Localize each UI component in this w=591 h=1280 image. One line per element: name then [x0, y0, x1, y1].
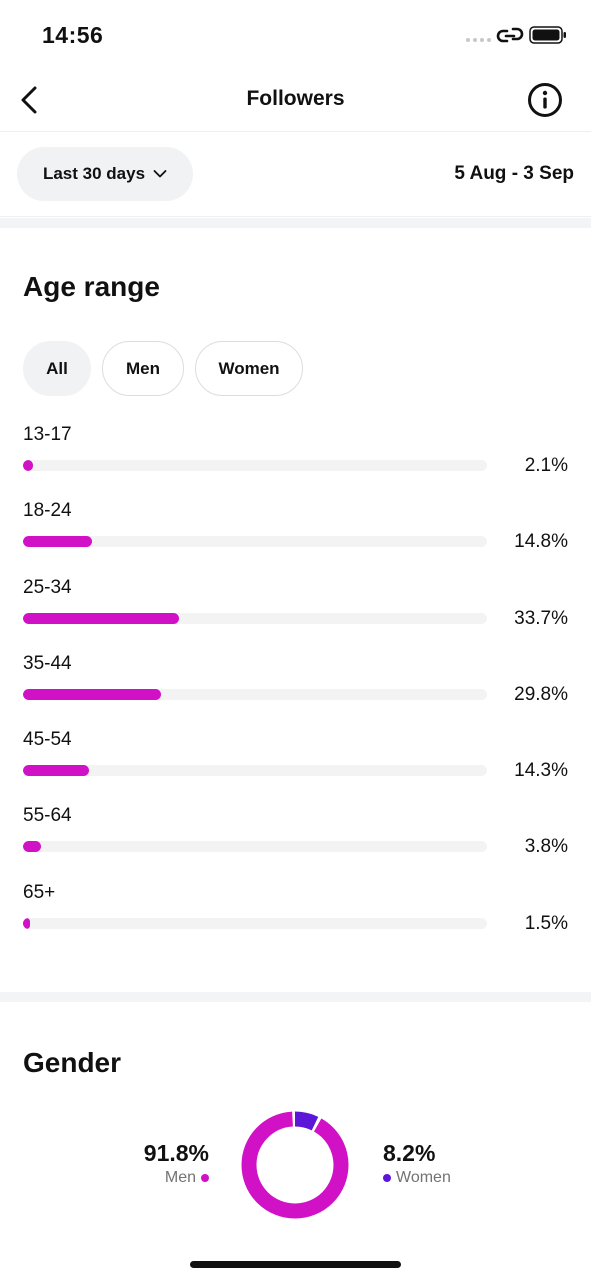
age-row: 65+ 1.5% [0, 880, 591, 956]
age-label: 35-44 [23, 652, 72, 674]
battery-icon [529, 26, 566, 44]
age-label: 65+ [23, 881, 56, 903]
age-bar-fill [23, 765, 90, 777]
age-range-list: 13-17 2.1% 18-24 14.8% 25-34 33.7% 35-44… [0, 422, 591, 956]
home-indicator[interactable] [190, 1261, 401, 1268]
age-bar-track [23, 841, 487, 853]
age-bar-fill [23, 460, 33, 471]
gender-title: Gender [23, 1047, 122, 1078]
age-label: 45-54 [23, 729, 72, 751]
section-divider [0, 218, 591, 228]
page-title: Followers [246, 87, 345, 110]
chevron-down-icon [153, 170, 167, 178]
info-icon[interactable] [527, 82, 563, 118]
date-range-selector[interactable]: Last 30 days [17, 147, 193, 201]
filter-all[interactable]: All [23, 341, 91, 396]
men-legend: Men [144, 1169, 209, 1187]
gender-chart: 91.8% Men 8.2% Women [0, 1106, 591, 1226]
date-range-row: Last 30 days 5 Aug - 3 Sep [0, 147, 591, 203]
age-bar-fill [23, 688, 162, 700]
women-percent: 8.2% [383, 1140, 436, 1166]
women-legend: Women [383, 1169, 451, 1187]
date-range-label: Last 30 days [42, 164, 146, 183]
men-stat: 91.8% Men [144, 1140, 209, 1187]
gender-filter-tabs: All Men Women [23, 341, 303, 396]
age-row: 13-17 2.1% [0, 422, 591, 498]
status-time: 14:56 [42, 22, 104, 48]
link-icon [496, 27, 524, 43]
age-bar-fill [23, 841, 41, 853]
filter-men[interactable]: Men [102, 341, 184, 396]
women-legend-dot [383, 1174, 391, 1182]
donut-segment-women [241, 1111, 349, 1219]
age-bar-fill [23, 536, 92, 548]
women-stat: 8.2% Women [383, 1140, 451, 1187]
gender-donut [241, 1111, 349, 1219]
filter-women[interactable]: Women [195, 341, 303, 396]
age-row: 45-54 14.3% [0, 727, 591, 803]
men-percent: 91.8% [143, 1140, 209, 1166]
divider [0, 216, 591, 217]
age-row: 35-44 29.8% [0, 651, 591, 727]
age-percent: 14.3% [514, 760, 568, 782]
age-percent: 29.8% [514, 683, 568, 705]
age-percent: 33.7% [514, 607, 568, 629]
age-label: 13-17 [23, 424, 72, 445]
men-label: Men [164, 1169, 196, 1186]
age-row: 18-24 14.8% [0, 498, 591, 574]
status-bar: 14:56 [0, 0, 591, 70]
age-bar-fill [23, 917, 31, 929]
age-bar-track [23, 917, 487, 929]
signal-icon [466, 38, 491, 42]
age-percent: 3.8% [524, 836, 568, 858]
top-nav-bar: Followers [0, 70, 591, 132]
date-range-text: 5 Aug - 3 Sep [454, 163, 574, 184]
age-bar-track [23, 612, 487, 624]
age-bar-fill [23, 612, 180, 624]
back-button[interactable] [12, 82, 46, 118]
age-bar-track [23, 536, 487, 548]
donut-segment-men [241, 1111, 349, 1219]
women-label: Women [396, 1169, 451, 1186]
age-range-title: Age range [23, 271, 160, 302]
age-row: 25-34 33.7% [0, 575, 591, 651]
age-percent: 14.8% [514, 531, 568, 553]
age-label: 18-24 [23, 500, 72, 522]
age-bar-track [23, 765, 487, 777]
chevron-left-icon [21, 86, 37, 114]
age-bar-track [23, 688, 487, 700]
section-divider [0, 992, 591, 1002]
age-label: 25-34 [23, 576, 72, 598]
men-legend-dot [201, 1174, 209, 1182]
age-percent: 1.5% [524, 912, 568, 934]
age-percent: 2.1% [524, 455, 568, 476]
age-label: 55-64 [23, 805, 72, 827]
age-row: 55-64 3.8% [0, 803, 591, 879]
age-bar-track [23, 460, 487, 471]
